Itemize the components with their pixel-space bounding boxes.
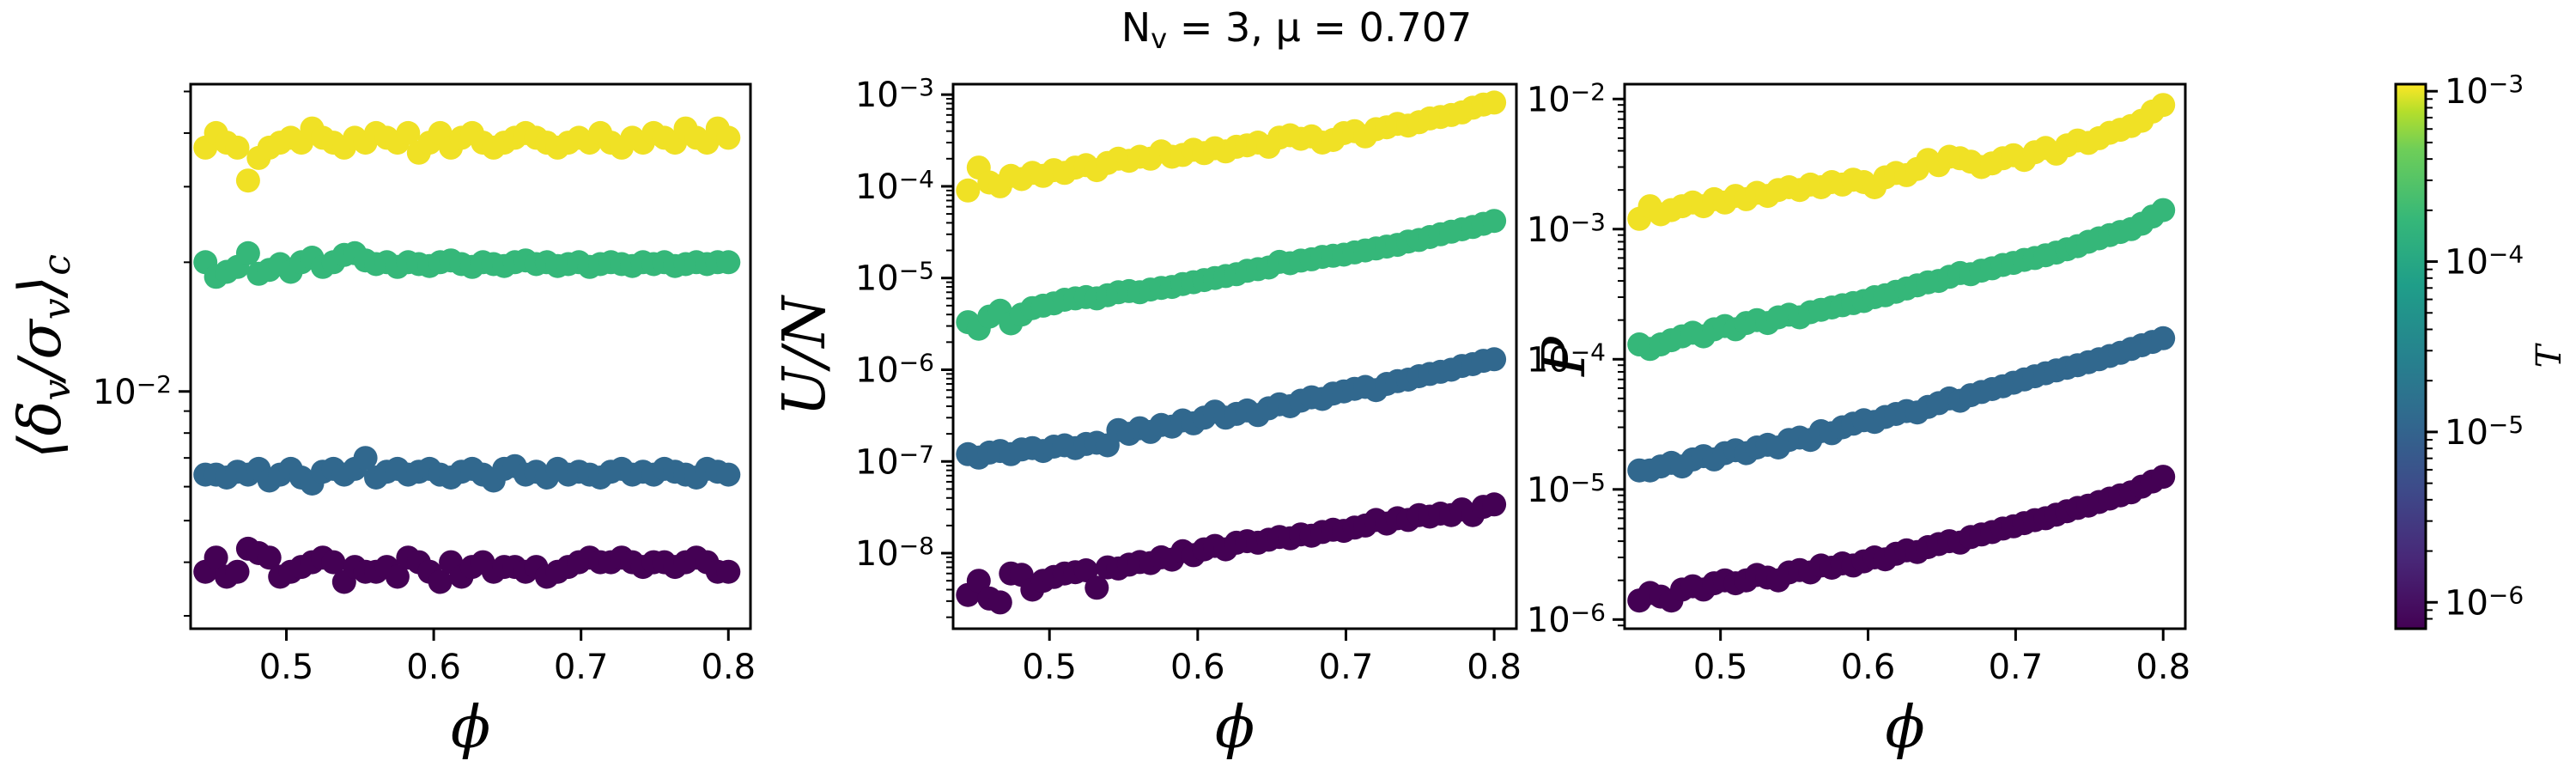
y-tick-label: 10−3 (855, 74, 934, 116)
colorbar-label: T (2530, 342, 2569, 368)
data-point (2151, 198, 2176, 222)
data-point (235, 168, 260, 193)
colorbar-tick-label: 10−3 (2445, 70, 2524, 113)
y-tick-label: 10−5 (1527, 468, 1606, 510)
x-tick-label: 0.5 (1022, 648, 1077, 687)
y-axis-label: P (1531, 336, 1599, 378)
data-point (385, 564, 410, 589)
y-axis-label: U/N (771, 295, 839, 417)
series-T-0.0001 (1627, 198, 2176, 362)
series-T-0.00001 (193, 446, 741, 496)
x-tick-label: 0.8 (2136, 648, 2190, 687)
data-point (966, 569, 991, 593)
data-point (353, 446, 378, 471)
y-tick-label: 10−6 (1527, 599, 1606, 641)
y-tick-label: 10−5 (855, 257, 934, 299)
axes-frame (1623, 82, 2187, 630)
x-tick-label: 0.7 (1989, 648, 2044, 687)
x-tick-label: 0.7 (554, 648, 609, 687)
series-T-0.00001 (956, 347, 1507, 470)
series-T-0.000001 (1627, 465, 2176, 613)
data-point (1482, 492, 1507, 517)
x-tick-label: 0.6 (406, 648, 461, 687)
y-tick-label: 10−8 (855, 532, 934, 574)
data-point (716, 125, 741, 150)
data-point (716, 462, 741, 487)
x-tick-label: 0.8 (701, 648, 756, 687)
series-T-0.001 (956, 90, 1507, 203)
data-point (396, 120, 421, 145)
x-tick-label: 0.7 (1319, 648, 1374, 687)
data-point (1482, 209, 1507, 234)
x-tick-label: 0.8 (1467, 648, 1522, 687)
colorbar-tick-label: 10−4 (2445, 240, 2524, 283)
data-point (716, 559, 741, 584)
figure-title: Nv = 3, μ = 0.707 (1121, 4, 1473, 55)
series-T-0.00001 (1627, 326, 2176, 483)
data-point (235, 240, 260, 265)
panel-1: 0.5 0.6 0.7 0.8 10−2 ϕ ⟨δv/σv⟩c (7, 82, 756, 762)
panel-2: 0.5 0.6 0.7 0.8 10−8 10−7 10−6 10−5 10−4 10−3 ϕ U/N (771, 74, 1522, 762)
y-tick-label: 10−4 (1527, 338, 1606, 380)
y-tick-label: 10−3 (1527, 208, 1606, 250)
data-point (1084, 575, 1109, 600)
y-axis-label: ⟨δv/σv⟩c (7, 254, 79, 459)
data-point (225, 135, 250, 160)
panel-3: 0.5 0.6 0.7 0.8 10−6 10−5 10−4 10−3 10−2 ϕ P (1527, 78, 2190, 762)
y-tick-label: 10−2 (93, 370, 172, 412)
series-T-0.001 (193, 116, 741, 193)
data-point (1482, 90, 1507, 115)
x-axis-label: ϕ (451, 694, 490, 762)
x-axis-label: ϕ (1885, 694, 1924, 762)
data-point (204, 545, 228, 570)
data-point (2151, 326, 2176, 350)
data-point (987, 590, 1012, 615)
data-point (428, 569, 453, 594)
x-tick-label: 0.6 (1170, 648, 1225, 687)
data-point (257, 545, 282, 570)
panels: 0.5 0.6 0.7 0.810−2ϕ⟨δv/σv⟩c0.5 0.6 0.7 0.810−… (7, 74, 2190, 762)
y-tick-label: 10−6 (855, 349, 934, 391)
colorbar-tick-label: 10−6 (2445, 581, 2524, 624)
series-T-0.001 (1627, 93, 2176, 231)
colorbar-tick-label: 10−5 (2445, 411, 2524, 453)
y-tick-label: 10−2 (1527, 78, 1606, 120)
series-T-0.0001 (193, 240, 741, 289)
x-tick-label: 0.5 (1693, 648, 1748, 687)
series-T-0.000001 (193, 536, 741, 594)
colorbar-gradient (2394, 82, 2427, 630)
series-T-0.000001 (956, 492, 1507, 615)
data-point (1073, 558, 1098, 582)
data-point (321, 550, 346, 575)
data-point (2151, 93, 2176, 118)
data-point (225, 559, 250, 584)
axes-frame (189, 82, 752, 630)
data-point (716, 250, 741, 275)
data-point (956, 178, 981, 203)
x-tick-label: 0.5 (259, 648, 314, 687)
x-tick-label: 0.6 (1841, 648, 1896, 687)
data-point (1482, 347, 1507, 372)
data-point (2151, 465, 2176, 490)
x-axis-label: ϕ (1215, 694, 1255, 762)
y-tick-label: 10−4 (855, 165, 934, 207)
y-tick-label: 10−7 (855, 441, 934, 483)
colorbar: 10−6 10−5 10−4 10−3 T (2394, 70, 2569, 630)
axes-frame (951, 82, 1518, 630)
series-T-0.0001 (956, 209, 1507, 341)
